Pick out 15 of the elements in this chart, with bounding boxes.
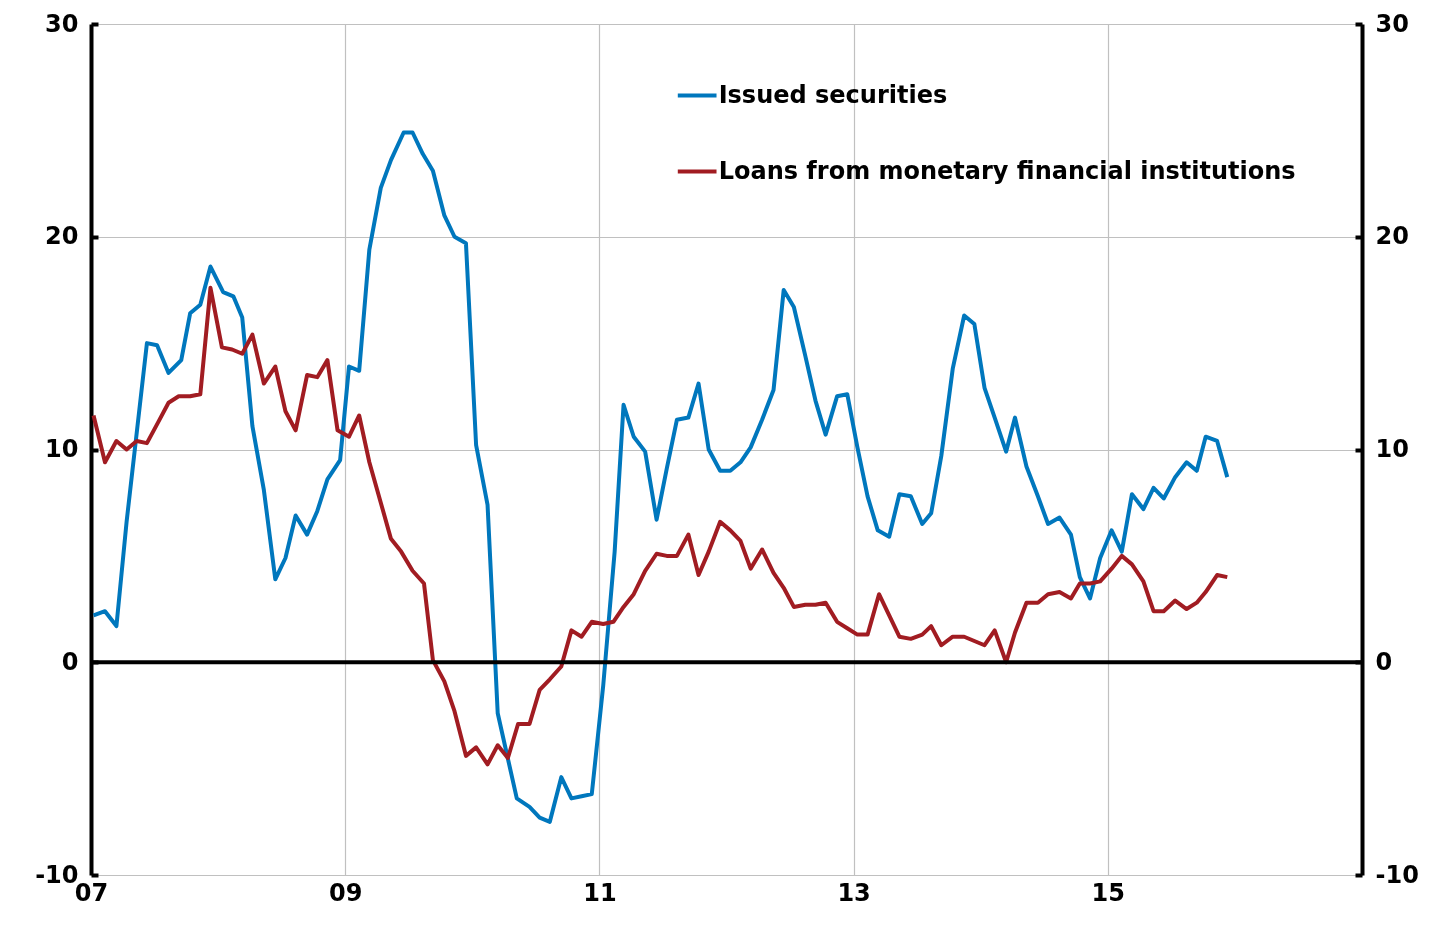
- y2-tick-label: 30: [1375, 9, 1409, 38]
- y-tick-label: 10: [45, 435, 79, 463]
- y2-tick-label: 20: [1375, 222, 1409, 251]
- y2-tick-label: 0: [1375, 647, 1393, 676]
- legend-label: Loans from monetary financial institutions: [718, 156, 1296, 185]
- x-tick-label: 13: [837, 878, 871, 907]
- legend-label: Issued securities: [718, 80, 948, 109]
- y-tick-label: 0: [61, 647, 79, 676]
- x-tick-label: 09: [329, 878, 363, 907]
- y2-tick-label: -10: [1375, 860, 1419, 889]
- y2-tick-label: 10: [1375, 435, 1409, 463]
- y-tick-label: 30: [45, 9, 79, 38]
- x-tick-label: 15: [1091, 878, 1125, 907]
- x-tick-label: 11: [583, 878, 617, 907]
- y-tick-label: 20: [45, 222, 79, 251]
